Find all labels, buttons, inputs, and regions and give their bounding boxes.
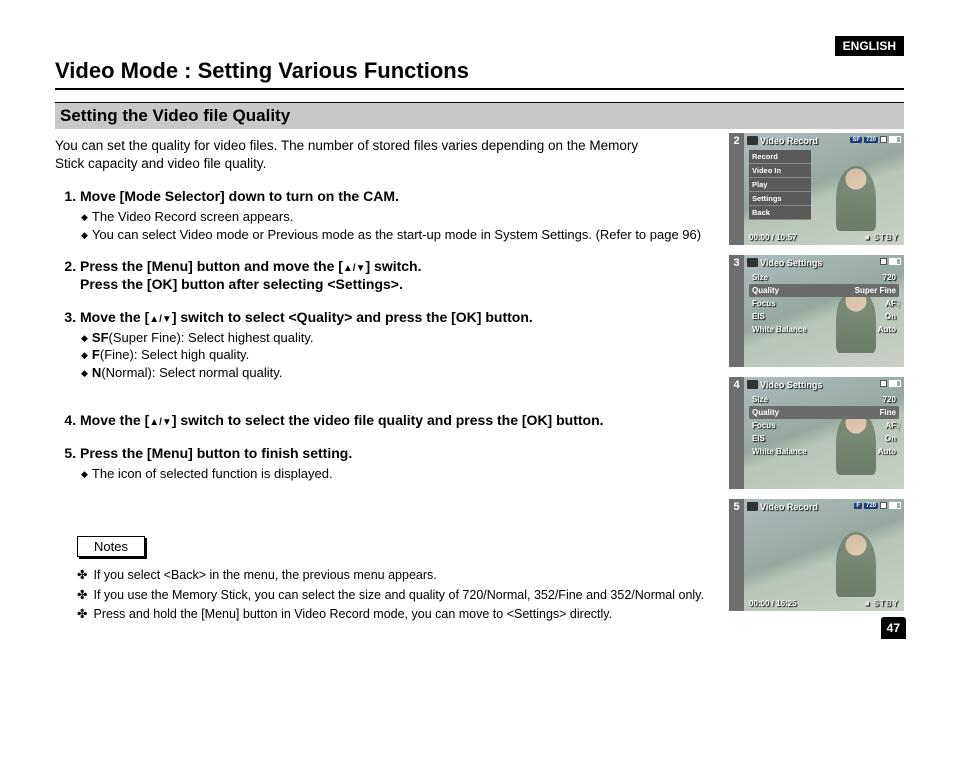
time-counter: 00:00 / 10:57 bbox=[749, 233, 797, 242]
camcorder-icon bbox=[747, 258, 758, 267]
step-bullet: F(Fine): Select high quality. bbox=[80, 346, 709, 364]
menu-item-back[interactable]: Back bbox=[749, 206, 811, 220]
language-badge: ENGLISH bbox=[835, 36, 904, 56]
step-bullet: SF(Super Fine): Select highest quality. bbox=[80, 329, 709, 347]
note-item: If you use the Memory Stick, you can sel… bbox=[77, 587, 709, 603]
setting-row-quality[interactable]: QualityFine bbox=[749, 406, 899, 419]
step-title: Press the [Menu] button and move the [▲/… bbox=[80, 258, 422, 292]
section-heading: Setting the Video file Quality bbox=[55, 102, 904, 129]
setting-row-wb[interactable]: White BalanceAuto bbox=[749, 323, 899, 336]
step-title: Move the [▲/▼] switch to select the vide… bbox=[80, 412, 604, 428]
step-4: Move the [▲/▼] switch to select the vide… bbox=[80, 411, 709, 429]
screen-title: Video Record bbox=[760, 502, 818, 512]
setting-row-wb[interactable]: White BalanceAuto bbox=[749, 445, 899, 458]
step-bullet: N(Normal): Select normal quality. bbox=[80, 364, 709, 382]
screenshot-2: 2 Video Record SF 720 Record Video In Pl bbox=[729, 133, 904, 245]
standby-indicator: ■ STBY bbox=[865, 599, 899, 608]
step-bullet: You can select Video mode or Previous mo… bbox=[80, 226, 709, 244]
notes-heading: Notes bbox=[77, 536, 145, 557]
note-item: If you select <Back> in the menu, the pr… bbox=[77, 567, 709, 583]
step-title: Move [Mode Selector] down to turn on the… bbox=[80, 188, 399, 204]
stop-icon bbox=[880, 502, 887, 509]
notes-list: If you select <Back> in the menu, the pr… bbox=[55, 567, 709, 622]
setting-row-size[interactable]: Size720 bbox=[749, 271, 899, 284]
screenshot-number: 4 bbox=[729, 377, 744, 489]
battery-icon bbox=[889, 502, 901, 509]
camcorder-icon bbox=[747, 380, 758, 389]
screenshot-number: 2 bbox=[729, 133, 744, 245]
step-5: Press the [Menu] button to finish settin… bbox=[80, 444, 709, 483]
battery-icon bbox=[889, 258, 901, 265]
step-2: Press the [Menu] button and move the [▲/… bbox=[80, 257, 709, 293]
step-bullet: The Video Record screen appears. bbox=[80, 208, 709, 226]
camcorder-icon bbox=[747, 502, 758, 511]
settings-list: Size720 QualityFine FocusAF EISOn White … bbox=[749, 393, 899, 458]
setting-row-eis[interactable]: EISOn bbox=[749, 310, 899, 323]
page-number: 47 bbox=[881, 617, 906, 639]
size-badge: 720 bbox=[864, 137, 878, 143]
page-title: Video Mode : Setting Various Functions bbox=[55, 58, 904, 90]
intro-text: You can set the quality for video files.… bbox=[55, 137, 655, 173]
quality-badge: SF bbox=[850, 137, 862, 143]
screen-title: Video Settings bbox=[760, 380, 822, 390]
step-bullet: The icon of selected function is display… bbox=[80, 465, 709, 483]
menu-list: Record Video In Play Settings Back bbox=[749, 150, 811, 220]
stop-icon bbox=[880, 136, 887, 143]
camcorder-icon bbox=[747, 136, 758, 145]
menu-item-record[interactable]: Record bbox=[749, 150, 811, 164]
step-title: Press the [Menu] button to finish settin… bbox=[80, 445, 352, 461]
settings-list: Size720 QualitySuper Fine FocusAF EISOn … bbox=[749, 271, 899, 336]
step-1: Move [Mode Selector] down to turn on the… bbox=[80, 187, 709, 243]
screen-title: Video Settings bbox=[760, 258, 822, 268]
step-3: Move the [▲/▼] switch to select <Quality… bbox=[80, 308, 709, 382]
setting-row-quality[interactable]: QualitySuper Fine bbox=[749, 284, 899, 297]
note-item: Press and hold the [Menu] button in Vide… bbox=[77, 606, 709, 622]
steps-list: Move [Mode Selector] down to turn on the… bbox=[55, 187, 709, 482]
screenshot-number: 5 bbox=[729, 499, 744, 611]
menu-item-play[interactable]: Play bbox=[749, 178, 811, 192]
screen-title: Video Record bbox=[760, 136, 818, 146]
setting-row-eis[interactable]: EISOn bbox=[749, 432, 899, 445]
setting-row-focus[interactable]: FocusAF bbox=[749, 419, 899, 432]
quality-badge: F bbox=[854, 503, 862, 509]
battery-icon bbox=[889, 380, 901, 387]
stop-icon bbox=[880, 258, 887, 265]
screenshot-5: 5 Video Record F 720 00:00 / 16:25 ■ STB… bbox=[729, 499, 904, 611]
battery-icon bbox=[889, 136, 901, 143]
stop-icon bbox=[880, 380, 887, 387]
standby-indicator: ■ STBY bbox=[865, 233, 899, 242]
size-badge: 720 bbox=[864, 503, 878, 509]
screenshot-4: 4 Video Settings ☟ Size720 QualityFine F… bbox=[729, 377, 904, 489]
setting-row-focus[interactable]: FocusAF bbox=[749, 297, 899, 310]
setting-row-size[interactable]: Size720 bbox=[749, 393, 899, 406]
screenshot-3: 3 Video Settings ☟ Size720 QualitySuper … bbox=[729, 255, 904, 367]
menu-item-videoin[interactable]: Video In bbox=[749, 164, 811, 178]
screenshot-number: 3 bbox=[729, 255, 744, 367]
time-counter: 00:00 / 16:25 bbox=[749, 599, 797, 608]
menu-item-settings[interactable]: Settings bbox=[749, 192, 811, 206]
step-title: Move the [▲/▼] switch to select <Quality… bbox=[80, 309, 533, 325]
